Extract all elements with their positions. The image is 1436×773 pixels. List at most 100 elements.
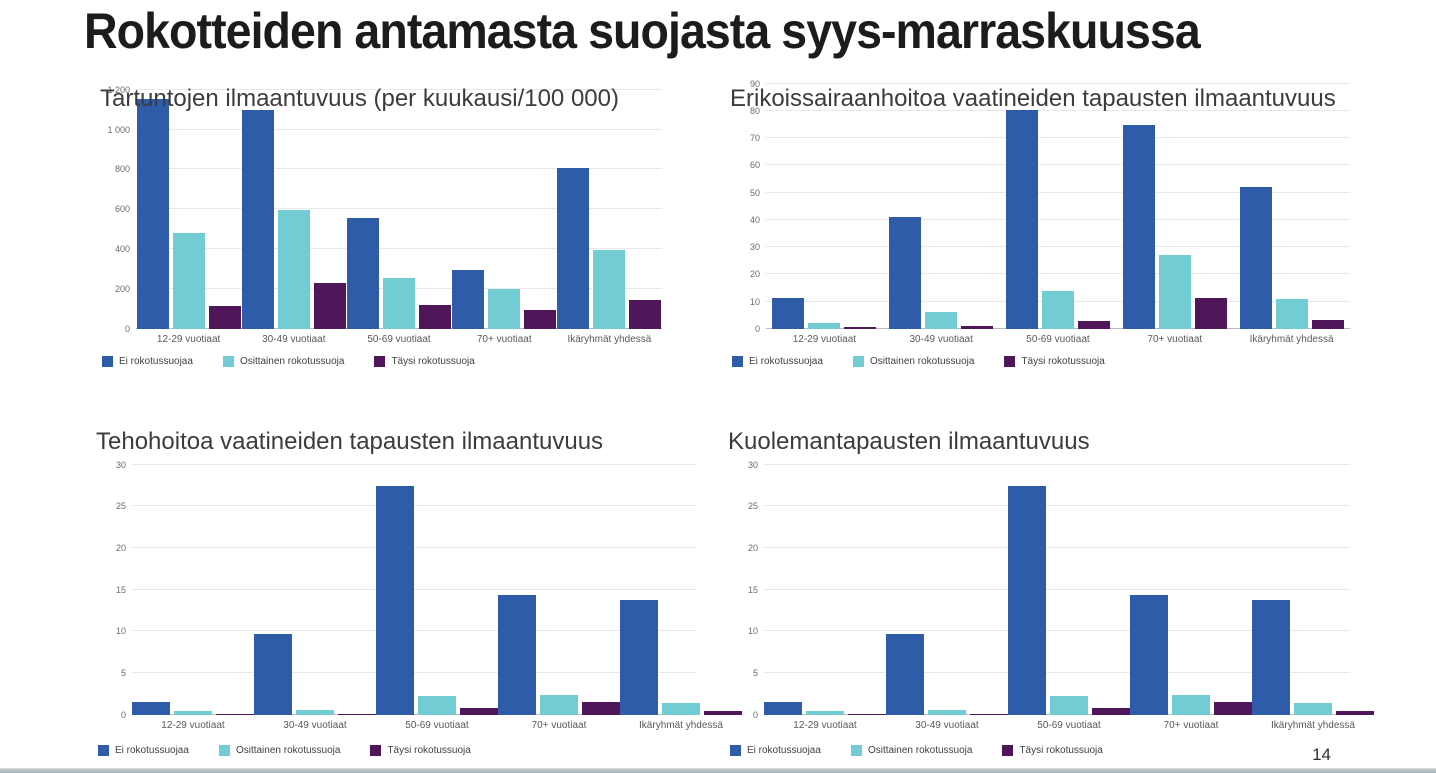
legend-label: Ei rokotussuojaa: [749, 355, 823, 367]
bar: [338, 713, 376, 715]
bar-group: 70+ vuotiaat: [452, 90, 557, 345]
bar: [498, 594, 536, 715]
legend-item: Ei rokotussuojaa: [102, 355, 193, 367]
x-axis-category-label: 30-49 vuotiaat: [909, 333, 973, 345]
bar: [886, 633, 924, 715]
legend-item: Täysi rokotussuoja: [1002, 744, 1103, 756]
legend-label: Osittainen rokotussuoja: [867, 744, 973, 756]
bar: [277, 210, 310, 329]
bar: [172, 233, 205, 329]
bar: [296, 709, 334, 715]
y-axis-tick-label: 30: [115, 459, 126, 470]
gridline: 10: [116, 626, 696, 636]
gridline: 40: [750, 215, 1350, 225]
legend-color-swatch: [102, 355, 113, 367]
legend-color-swatch: [730, 744, 741, 756]
bar-group: 50-69 vuotiaat: [1008, 465, 1130, 731]
legend-item: Täysi rokotussuoja: [370, 744, 471, 756]
legend-item: Osittainen rokotussuoja: [218, 744, 340, 756]
legend-item: Täysi rokotussuoja: [1004, 355, 1105, 367]
gridline: 20: [116, 543, 696, 553]
y-axis-tick-label: 10: [115, 626, 126, 637]
bar: [808, 323, 841, 329]
bar: [1239, 187, 1272, 329]
x-axis-category-label: 50-69 vuotiaat: [405, 719, 469, 731]
y-axis-tick-label: 25: [115, 501, 126, 512]
bar: [704, 710, 742, 715]
legend-label: Ei rokotussuojaa: [115, 744, 189, 756]
gridline: 30: [750, 242, 1350, 252]
bar-group: 30-49 vuotiaat: [254, 465, 376, 731]
bar: [1005, 109, 1038, 329]
bar: [582, 702, 620, 715]
bar: [132, 702, 170, 715]
x-axis-category-label: Ikäryhmät yhdessä: [567, 333, 652, 345]
bar-group: Ikäryhmät yhdessä: [1252, 465, 1374, 731]
legend-item: Ei rokotussuojaa: [730, 744, 821, 756]
y-axis-tick-label: 15: [115, 584, 126, 595]
y-axis-tick-label: 5: [120, 668, 126, 679]
page-number: 14: [1312, 745, 1331, 764]
bar: [620, 599, 658, 715]
bar: [764, 702, 802, 715]
y-axis-tick-label: 1 200: [107, 84, 130, 95]
y-axis-tick-label: 10: [747, 626, 758, 637]
y-axis-tick-label: 0: [754, 323, 760, 334]
bar: [970, 713, 1008, 715]
bar-group: 70+ vuotiaat: [1116, 84, 1233, 345]
legend-item: Täysi rokotussuoja: [374, 355, 475, 367]
x-axis-category-label: Ikäryhmät yhdessä: [1249, 333, 1334, 345]
chart-specialized-care-incidence: Erikoissairaanhoitoa vaatineiden tapaust…: [730, 79, 1350, 367]
bar: [347, 218, 379, 329]
bar: [1092, 708, 1130, 715]
bar: [1194, 298, 1227, 329]
bar: [1077, 320, 1110, 329]
gridline: 1 200: [107, 85, 662, 95]
slide-title: Rokotteiden antamasta suojasta syys-marr…: [84, 3, 1201, 59]
bar-group: Ikäryhmät yhdessä: [620, 465, 742, 731]
gridline: 60: [750, 160, 1350, 170]
gridline: 1 000: [107, 125, 662, 135]
bar-group: 30-49 vuotiaat: [883, 84, 1000, 345]
legend-label: Täysi rokotussuoja: [391, 355, 475, 367]
y-axis-tick-label: 70: [749, 133, 760, 144]
bar: [889, 217, 922, 329]
y-axis-tick-label: 200: [114, 283, 130, 294]
gridline: 50: [750, 188, 1350, 198]
gridline: 400: [115, 244, 662, 254]
chart-legend: Ei rokotussuojaa Osittainen rokotussuoja T…: [102, 355, 662, 367]
bar: [419, 304, 451, 329]
legend-label: Osittainen rokotussuoja: [869, 355, 975, 367]
bar: [1252, 599, 1290, 715]
chart-legend: Ei rokotussuojaa Osittainen rokotussuoja T…: [98, 744, 696, 756]
bar: [1050, 695, 1088, 715]
legend-label: Täysi rokotussuoja: [1021, 355, 1105, 367]
gridline: 80: [750, 106, 1350, 116]
legend-item: Ei rokotussuojaa: [98, 744, 189, 756]
legend-color-swatch: [222, 355, 234, 367]
bar: [925, 312, 958, 329]
bar: [254, 633, 292, 715]
gridline: 5: [121, 668, 696, 678]
bar: [313, 283, 346, 329]
bar: [208, 305, 241, 329]
y-axis-tick-label: 5: [752, 668, 758, 679]
bar: [629, 299, 662, 329]
gridline: 20: [748, 543, 1350, 553]
legend-item: Ei rokotussuojaa: [732, 355, 823, 367]
x-axis-category-label: 70+ vuotiaat: [1147, 333, 1203, 345]
gridline: 10: [748, 626, 1350, 636]
gridline: 20: [750, 269, 1350, 279]
y-axis-tick-label: 0: [752, 709, 758, 720]
y-axis-tick-label: 60: [749, 160, 760, 171]
chart-plot: 0 10 20 30 40 50 60 70 80 90 12-29 vuotiaat 30-49 v…: [750, 79, 1350, 345]
y-axis-tick-label: 0: [124, 323, 130, 334]
bar-group: 50-69 vuotiaat: [376, 465, 498, 731]
y-axis-tick-label: 0: [120, 709, 126, 720]
bar: [136, 98, 169, 329]
bar: [961, 326, 994, 329]
chart-infection-incidence: Tartuntojen ilmaantuvuus (per kuukausi/1…: [100, 85, 662, 367]
bar-groups: 12-29 vuotiaat 30-49 vuotiaat 50-69 vuotia…: [132, 465, 742, 731]
bar: [1275, 298, 1308, 329]
bottom-accent-bar: [0, 768, 1436, 773]
